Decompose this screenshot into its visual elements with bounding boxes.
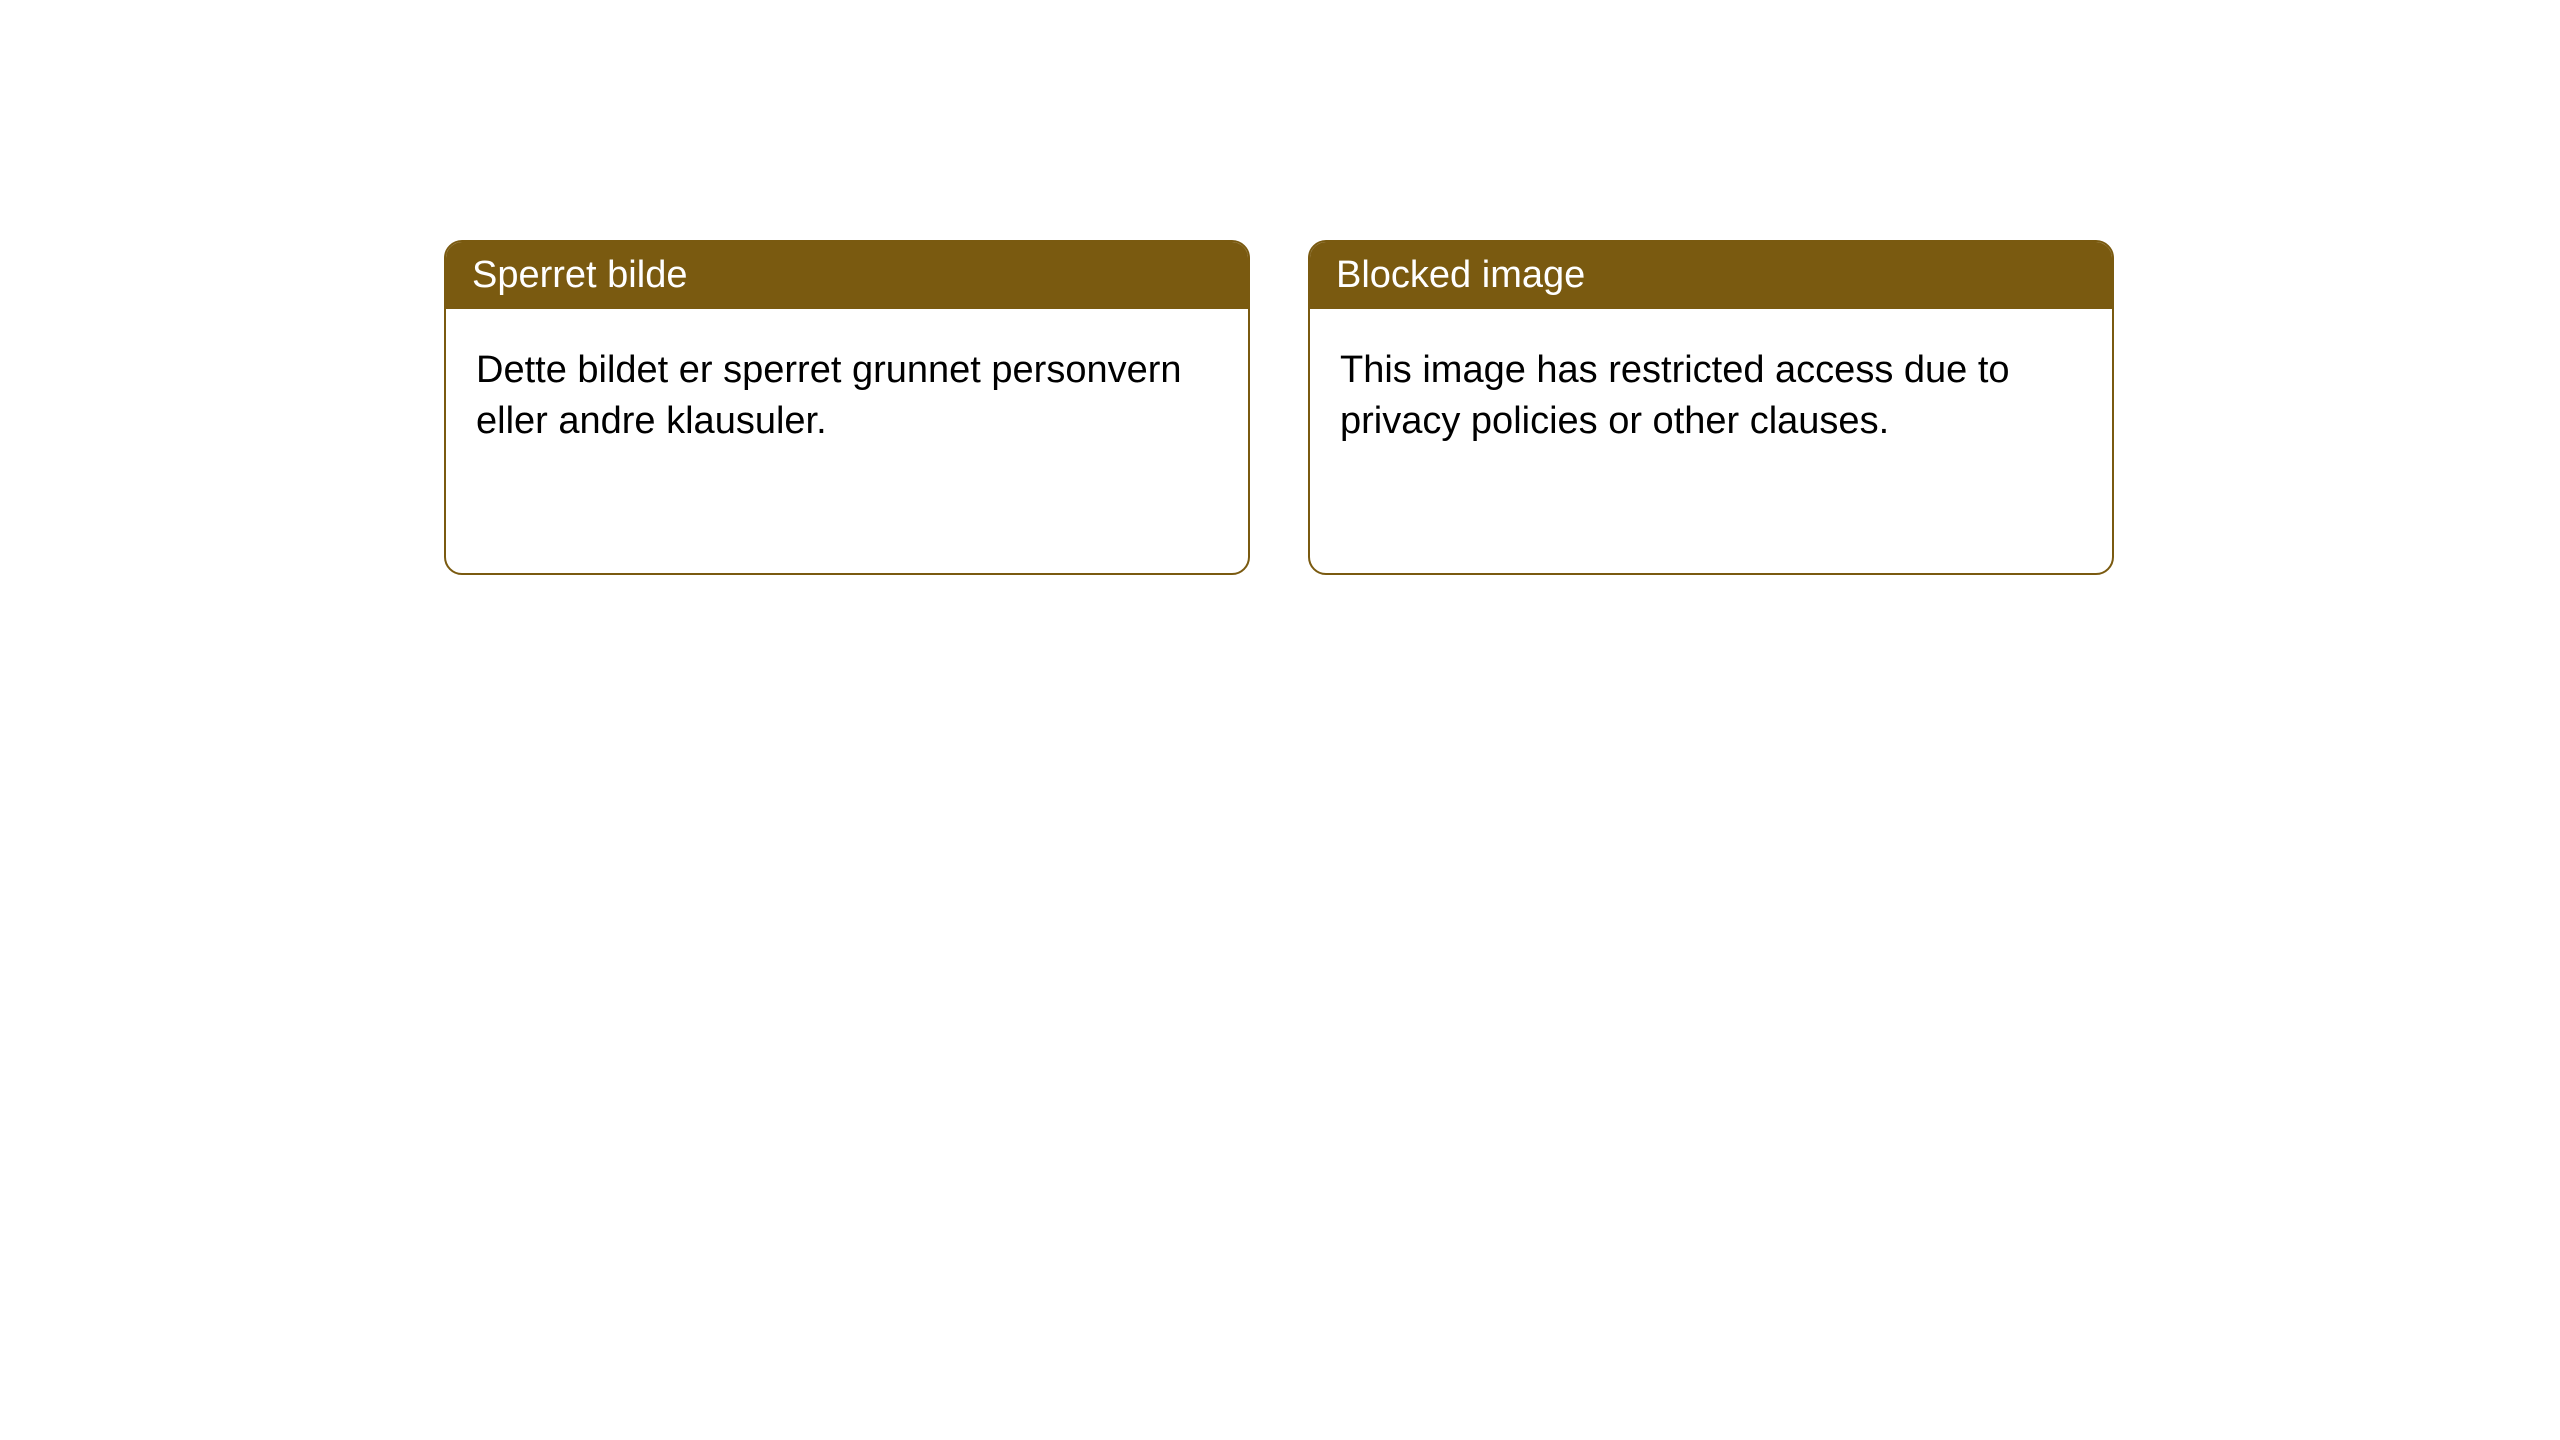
notice-box-english: Blocked image This image has restricted … bbox=[1308, 240, 2114, 575]
notice-body-english: This image has restricted access due to … bbox=[1310, 309, 2112, 484]
notice-header-english: Blocked image bbox=[1310, 242, 2112, 309]
notice-body-norwegian: Dette bildet er sperret grunnet personve… bbox=[446, 309, 1248, 484]
notice-box-norwegian: Sperret bilde Dette bildet er sperret gr… bbox=[444, 240, 1250, 575]
notice-container: Sperret bilde Dette bildet er sperret gr… bbox=[0, 0, 2560, 575]
notice-header-norwegian: Sperret bilde bbox=[446, 242, 1248, 309]
